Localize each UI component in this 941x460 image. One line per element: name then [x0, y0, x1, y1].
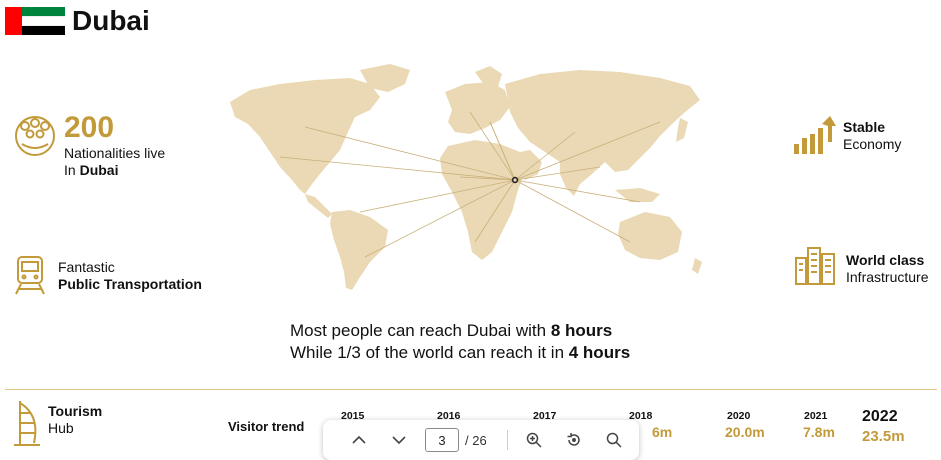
visitor-trend-label: Visitor trend: [228, 419, 305, 434]
zoom-in-icon: [526, 432, 542, 448]
search-button[interactable]: [594, 425, 634, 455]
previous-page-button[interactable]: [339, 425, 379, 455]
trend-year: 2016: [437, 410, 461, 422]
nationalities-count: 200: [64, 111, 115, 144]
rotate-button[interactable]: [554, 425, 594, 455]
trend-year: 2020: [727, 410, 751, 422]
trend-value: 6m: [652, 424, 673, 440]
growth-chart-icon: [792, 114, 836, 156]
rotate-icon: [567, 433, 580, 446]
burj-al-arab-icon: [10, 399, 44, 447]
trend-value: 20.0m: [725, 424, 765, 440]
next-page-button[interactable]: [379, 425, 419, 455]
world-map: [230, 64, 702, 290]
page-total: / 26: [465, 432, 487, 448]
trend-year: 2017: [533, 410, 557, 422]
divider: [5, 389, 937, 390]
page-title: Dubai: [72, 5, 150, 36]
chevron-down-icon: [392, 436, 406, 445]
trend-year: 2015: [341, 410, 365, 422]
page-number-input[interactable]: 3: [425, 428, 459, 452]
zoom-in-button[interactable]: [514, 425, 554, 455]
search-icon: [606, 432, 622, 448]
toolbar-separator: [506, 430, 508, 450]
chevron-up-icon: [352, 435, 366, 444]
economy-label: Stable Economy: [843, 119, 902, 152]
buildings-icon: [794, 244, 838, 286]
trend-year: 2021: [804, 410, 828, 422]
infrastructure-label: World class Infrastructure: [846, 252, 929, 285]
transport-label: Fantastic Public Transportation: [58, 259, 202, 292]
reach-caption: Most people can reach Dubai with 8 hours…: [290, 321, 631, 362]
pdf-toolbar: 3 / 26: [323, 420, 639, 460]
trend-value: 23.5m: [862, 428, 905, 445]
trend-year: 2018: [629, 410, 653, 422]
uae-flag: [5, 7, 65, 36]
people-icon: [12, 112, 58, 156]
trend-value: 7.8m: [803, 424, 835, 440]
train-icon: [12, 254, 48, 296]
trend-year: 2022: [862, 408, 898, 425]
nationalities-label: Nationalities live In Dubai: [64, 145, 166, 178]
tourism-label: Tourism Hub: [48, 403, 103, 436]
